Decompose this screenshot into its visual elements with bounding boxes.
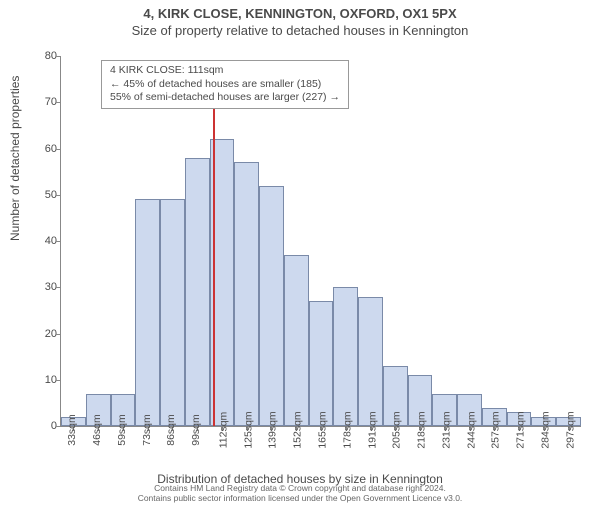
x-tick-label: 125sqm: [242, 411, 254, 448]
x-tick-label: 73sqm: [140, 414, 152, 446]
x-tick-label: 284sqm: [540, 411, 552, 448]
x-tick-label: 59sqm: [116, 414, 128, 446]
histogram-bar: [259, 186, 284, 427]
histogram-bar: [284, 255, 309, 426]
y-tick-mark: [56, 56, 61, 57]
y-tick-mark: [56, 426, 61, 427]
y-axis-label: Number of detached properties: [8, 76, 22, 241]
property-marker-line: [213, 102, 215, 426]
x-tick-label: 297sqm: [564, 411, 576, 448]
y-tick-label: 70: [27, 96, 57, 108]
y-tick-label: 60: [27, 143, 57, 155]
y-tick-mark: [56, 380, 61, 381]
y-tick-mark: [56, 334, 61, 335]
x-tick-label: 99sqm: [190, 414, 202, 446]
x-tick-label: 165sqm: [317, 411, 329, 448]
y-tick-mark: [56, 149, 61, 150]
y-tick-mark: [56, 102, 61, 103]
chart-title-sub: Size of property relative to detached ho…: [0, 23, 600, 38]
y-tick-label: 0: [27, 420, 57, 432]
chart-area: 0102030405060708033sqm46sqm59sqm73sqm86s…: [60, 56, 580, 426]
x-tick-label: 112sqm: [217, 412, 229, 449]
histogram-bar: [234, 162, 259, 426]
y-tick-mark: [56, 195, 61, 196]
footer-line2: Contains public sector information licen…: [0, 493, 600, 503]
property-info-box: 4 KIRK CLOSE: 111sqm← 45% of detached ho…: [101, 60, 349, 109]
x-tick-label: 191sqm: [366, 411, 378, 448]
y-tick-label: 20: [27, 328, 57, 340]
info-line-smaller: ← 45% of detached houses are smaller (18…: [110, 78, 340, 92]
y-tick-mark: [56, 287, 61, 288]
x-tick-label: 257sqm: [490, 411, 502, 448]
x-tick-label: 205sqm: [391, 411, 403, 448]
info-line-larger: 55% of semi-detached houses are larger (…: [110, 91, 340, 105]
y-tick-label: 30: [27, 281, 57, 293]
x-tick-label: 271sqm: [515, 411, 527, 448]
x-tick-label: 231sqm: [440, 411, 452, 448]
histogram-bar: [333, 287, 358, 426]
footer-line1: Contains HM Land Registry data © Crown c…: [0, 483, 600, 493]
x-tick-label: 46sqm: [91, 414, 103, 446]
histogram-bar: [160, 199, 185, 426]
x-tick-label: 139sqm: [267, 411, 279, 448]
chart-title-main: 4, KIRK CLOSE, KENNINGTON, OXFORD, OX1 5…: [0, 6, 600, 21]
x-tick-label: 86sqm: [165, 414, 177, 446]
histogram-bar: [185, 158, 210, 426]
plot-region: 0102030405060708033sqm46sqm59sqm73sqm86s…: [60, 56, 581, 427]
y-tick-label: 40: [27, 235, 57, 247]
histogram-bar: [135, 199, 160, 426]
x-tick-label: 152sqm: [292, 411, 304, 448]
y-tick-label: 10: [27, 374, 57, 386]
y-tick-mark: [56, 241, 61, 242]
y-tick-label: 80: [27, 50, 57, 62]
x-tick-label: 33sqm: [66, 414, 78, 446]
histogram-bar: [358, 297, 383, 427]
info-line-size: 4 KIRK CLOSE: 111sqm: [110, 64, 340, 78]
y-tick-label: 50: [27, 189, 57, 201]
x-tick-label: 178sqm: [341, 411, 353, 448]
histogram-bar: [309, 301, 334, 426]
x-tick-label: 218sqm: [416, 411, 428, 448]
x-tick-label: 244sqm: [465, 411, 477, 448]
